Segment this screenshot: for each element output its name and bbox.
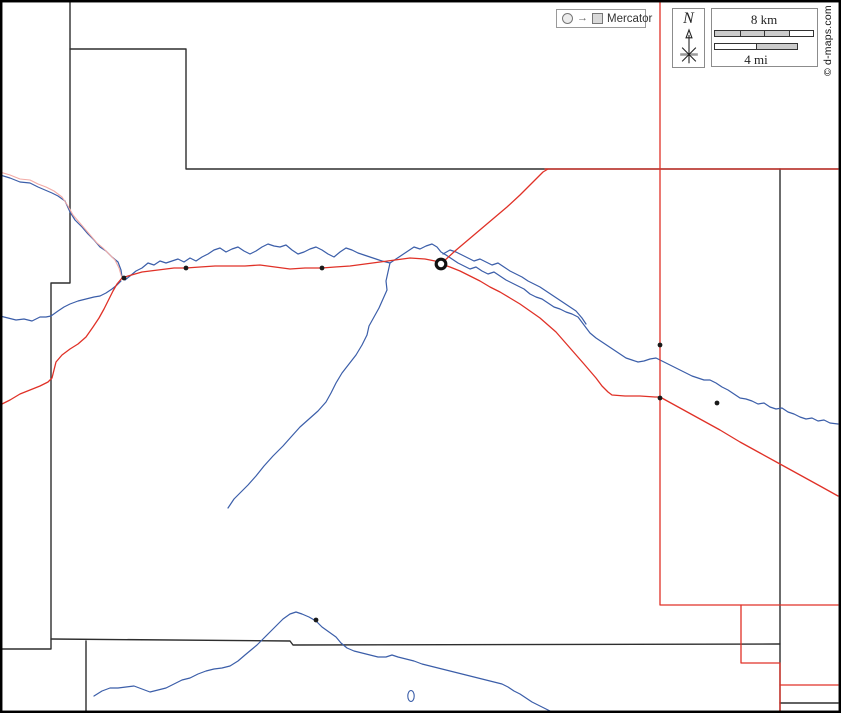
projected-square-icon (592, 13, 603, 24)
scale-km-bar (714, 30, 814, 37)
scale-km-label: 8 km (750, 12, 778, 27)
road-line (442, 168, 549, 263)
scale-bar-segment (739, 31, 764, 36)
lake (407, 689, 415, 703)
boundarie-line (1, 1, 71, 650)
river-line (0, 174, 839, 425)
road-line (740, 604, 781, 712)
north-label: N (683, 10, 694, 27)
roads-thin-line (0, 171, 123, 279)
town-dot (313, 617, 319, 623)
projection-legend: → Mercator (556, 9, 652, 28)
road-line (659, 1, 839, 606)
town-dot (657, 395, 663, 401)
county-seat-marker (434, 257, 448, 271)
arrow-right-icon: → (577, 11, 588, 24)
globe-circle-icon (562, 13, 573, 24)
town-dot (319, 265, 325, 271)
town-dot (657, 342, 663, 348)
river-line (442, 249, 587, 325)
river-line (227, 262, 391, 509)
copyright-credit: © d-maps.com (822, 5, 834, 76)
scale-box: 8 km 4 mi (711, 8, 818, 67)
scale-bar-segment (788, 31, 813, 36)
compass-star-icon (679, 28, 698, 64)
scale-bar-segment (715, 44, 756, 49)
projection-label: Mercator (607, 12, 653, 25)
scale-bar-segment (715, 31, 740, 36)
boundarie-line (50, 638, 781, 646)
scale-bar-segment (764, 31, 789, 36)
town-dot (121, 275, 127, 281)
river-line (93, 611, 551, 712)
scale-mi-bar (714, 43, 798, 50)
town-dot (183, 265, 189, 271)
town-dot (714, 400, 720, 406)
road-line (0, 257, 839, 497)
scale-mi-label: 4 mi (744, 52, 768, 67)
river-line (0, 280, 122, 322)
scale-bar-segment (756, 44, 797, 49)
boundarie-line (69, 48, 839, 170)
compass-box: N (672, 8, 705, 68)
